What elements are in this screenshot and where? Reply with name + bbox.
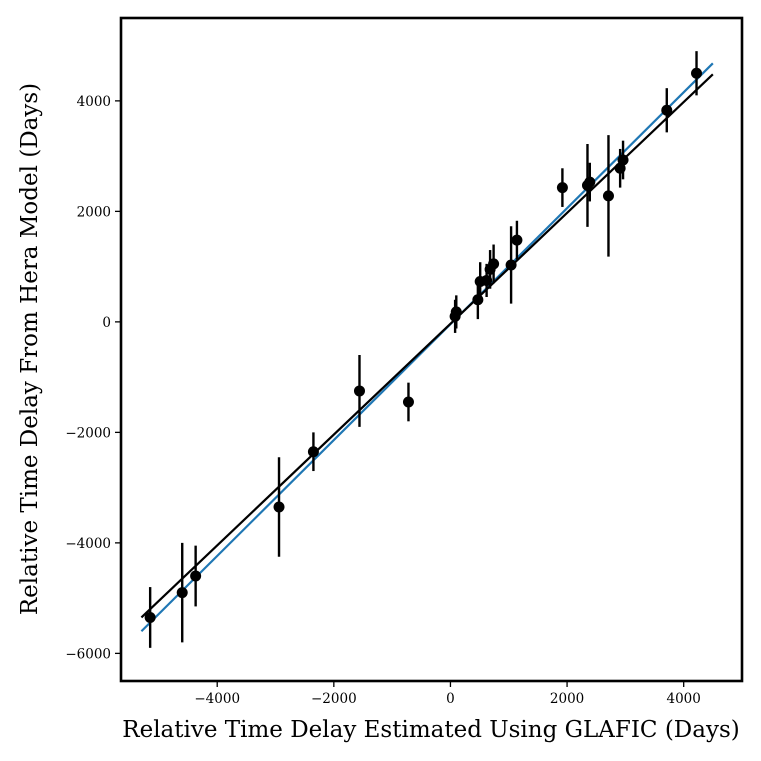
data-point bbox=[511, 234, 523, 246]
y-tick-label: 0 bbox=[102, 315, 111, 331]
x-tick-label: −4000 bbox=[194, 691, 240, 707]
plot-area-frame bbox=[119, 16, 744, 683]
data-point bbox=[176, 587, 188, 599]
data-point bbox=[584, 176, 596, 188]
data-point bbox=[307, 446, 319, 458]
x-tick-label: 0 bbox=[446, 691, 455, 707]
x-tick-label: 4000 bbox=[667, 691, 701, 707]
data-point bbox=[144, 611, 156, 623]
data-points-group bbox=[144, 51, 703, 648]
data-point bbox=[353, 385, 365, 397]
y-tick-label: −6000 bbox=[65, 646, 111, 662]
x-axis-ticks: −4000 −2000 0 2000 4000 bbox=[194, 681, 701, 707]
x-tick-label: 2000 bbox=[550, 691, 584, 707]
x-axis-label: Relative Time Delay Estimated Using GLAF… bbox=[122, 717, 739, 743]
data-point bbox=[273, 501, 285, 513]
data-point bbox=[691, 67, 703, 79]
data-point bbox=[556, 182, 568, 194]
y-axis-ticks: −6000 −4000 −2000 0 2000 4000 bbox=[65, 94, 121, 662]
data-point bbox=[505, 259, 517, 271]
y-tick-label: −2000 bbox=[65, 425, 111, 441]
y-tick-label: 4000 bbox=[77, 94, 111, 110]
data-point bbox=[602, 190, 614, 202]
data-point bbox=[488, 258, 500, 270]
data-point bbox=[617, 154, 629, 166]
y-axis-label: Relative Time Delay From Hera Model (Day… bbox=[17, 83, 43, 615]
x-tick-label: −2000 bbox=[311, 691, 357, 707]
y-tick-label: 2000 bbox=[77, 204, 111, 220]
data-point bbox=[402, 396, 414, 408]
y-tick-label: −4000 bbox=[65, 536, 111, 552]
data-point bbox=[450, 306, 462, 318]
data-point bbox=[661, 104, 673, 116]
data-point bbox=[472, 294, 484, 306]
data-point bbox=[190, 570, 202, 582]
